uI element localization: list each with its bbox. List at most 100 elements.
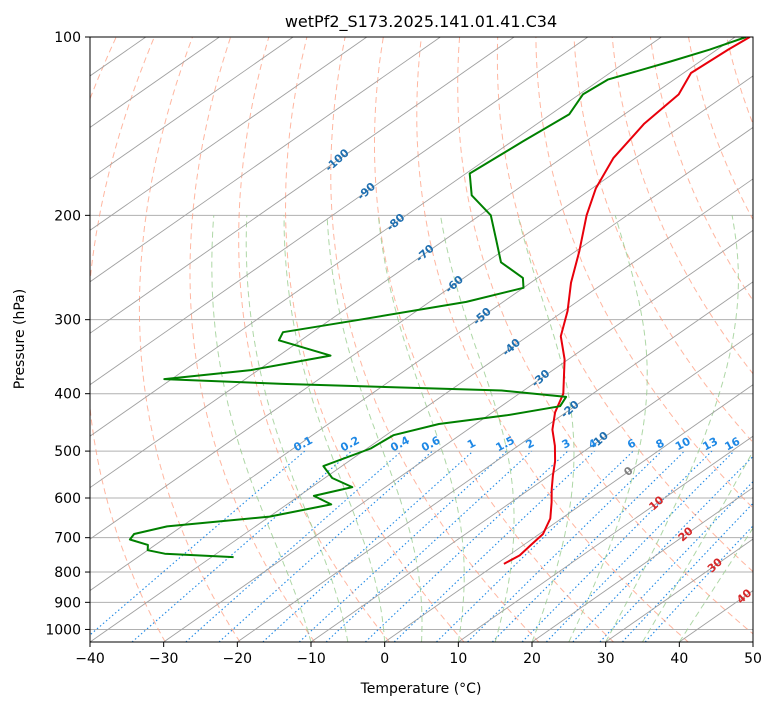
y-axis-ticks: 100 200 300 400 500 600 700 800 900 1000 — [45, 30, 90, 638]
isotherm-line — [0, 37, 72, 642]
y-tick-label: 800 — [54, 565, 81, 581]
dry-adiabat — [726, 37, 753, 126]
isotherm-line — [90, 37, 441, 283]
y-tick-label: 300 — [54, 313, 81, 329]
isobar-grid — [90, 36, 753, 630]
dry-adiabat — [189, 37, 316, 642]
mixing-ratio-line — [364, 450, 569, 642]
isotherm-line — [384, 384, 753, 642]
isotherm-label: -60 — [443, 273, 467, 296]
dry-adiabat — [90, 37, 117, 642]
isotherm-line — [237, 281, 753, 642]
isotherm-label: 40 — [734, 586, 754, 606]
isotherm-line — [90, 37, 589, 386]
isotherm-line — [605, 538, 753, 642]
mixing-ratio-line — [393, 450, 595, 642]
y-axis-label: Pressure (hPa) — [12, 289, 28, 389]
isotherms — [0, 37, 753, 642]
dry-adiabat — [238, 37, 390, 642]
mixing-ratio-labels: 0.1 0.2 0.4 0.6 1 1.5 2 3 4 6 8 10 13 16 — [292, 434, 743, 455]
y-tick-label: 200 — [54, 208, 81, 224]
x-tick-label: 50 — [744, 651, 762, 667]
y-tick-label: 500 — [54, 444, 81, 460]
mixing-ratio-line — [572, 455, 753, 642]
x-tick-label: 10 — [449, 651, 467, 667]
isotherm-line — [531, 487, 753, 642]
dry-adiabat — [457, 37, 753, 635]
dry-adiabat — [496, 37, 753, 573]
x-axis-ticks: −40 −30 −20 −10 0 10 20 30 40 50 — [75, 642, 762, 667]
mixing-ratio-label: 10 — [673, 435, 693, 454]
isotherm-line — [90, 37, 294, 180]
isotherm-line — [310, 332, 753, 642]
mixing-ratio-line — [436, 450, 634, 642]
isotherm-label: -90 — [355, 180, 379, 203]
y-tick-label: 400 — [54, 387, 81, 403]
mixing-ratio-line — [621, 502, 753, 642]
x-tick-label: −30 — [149, 651, 179, 667]
isotherm-line — [90, 37, 515, 334]
dry-adiabat — [374, 37, 614, 642]
dry-adiabat — [330, 37, 540, 642]
isotherm-line — [90, 126, 753, 592]
dry-adiabat — [649, 37, 753, 302]
dry-adiabat — [284, 37, 465, 642]
moist-adiabat — [678, 527, 753, 642]
isotherm-label: -100 — [323, 146, 352, 174]
isotherm-line — [752, 641, 753, 642]
mixing-ratio-line — [218, 450, 433, 642]
moist-adiabat — [326, 215, 423, 642]
mixing-ratio-label: 2 — [524, 436, 537, 451]
mixing-ratio-line — [599, 480, 753, 642]
dry-adiabat — [765, 37, 775, 642]
isotherm-line — [90, 178, 753, 642]
x-axis-label: Temperature (°C) — [360, 681, 482, 697]
dry-adiabat — [611, 37, 753, 375]
isotherm-label: -50 — [470, 305, 494, 328]
moist-adiabat — [642, 450, 753, 642]
mixing-ratio-line — [521, 450, 713, 642]
dewpoint-profile — [128, 37, 747, 559]
isotherm-label: -30 — [529, 367, 553, 390]
mixing-ratio-line — [545, 450, 735, 642]
dry-adiabat — [535, 37, 753, 509]
isotherm-line — [458, 435, 753, 642]
isotherm-label: -40 — [500, 336, 524, 359]
moist-adiabat — [440, 215, 515, 642]
x-tick-label: 30 — [597, 651, 615, 667]
mixing-ratio-line — [131, 450, 353, 642]
chart-title: wetPf2_S173.2025.141.01.41.C34 — [285, 12, 557, 32]
isotherm-line — [90, 75, 753, 540]
dry-adiabat — [416, 37, 689, 642]
isotherm-line — [163, 229, 753, 642]
isotherm-line — [90, 37, 736, 489]
isotherm-label: 10 — [646, 493, 666, 513]
x-tick-label: 0 — [380, 651, 389, 667]
y-tick-label: 1000 — [45, 622, 81, 638]
sounding-profiles — [128, 37, 751, 565]
moist-adiabat — [211, 215, 312, 642]
temperature-profile — [503, 37, 751, 565]
mixing-ratio-label: 8 — [654, 436, 667, 451]
mixing-ratio-label: 1 — [465, 436, 478, 451]
isotherm-label: -70 — [413, 242, 437, 265]
mixing-ratio-line — [90, 450, 306, 636]
mixing-ratio-label: 6 — [625, 436, 638, 451]
mixing-ratio-label: 16 — [723, 435, 743, 454]
moist-adiabat — [377, 215, 465, 642]
y-tick-label: 700 — [54, 531, 81, 547]
x-tick-label: −20 — [223, 651, 253, 667]
dry-adiabat — [688, 37, 753, 221]
y-tick-label: 900 — [54, 595, 81, 611]
mixing-ratio-line — [325, 450, 532, 642]
mixing-ratio-label: 13 — [700, 435, 720, 454]
mixing-ratio-lines — [90, 450, 753, 642]
isotherm-line — [90, 37, 368, 231]
mixing-ratio-line — [467, 450, 663, 642]
plot-frame — [89, 36, 754, 643]
moist-adiabat — [517, 215, 575, 642]
isotherm-label: -20 — [558, 398, 582, 421]
y-tick-label: 100 — [54, 30, 81, 46]
moist-adiabats — [211, 215, 753, 642]
